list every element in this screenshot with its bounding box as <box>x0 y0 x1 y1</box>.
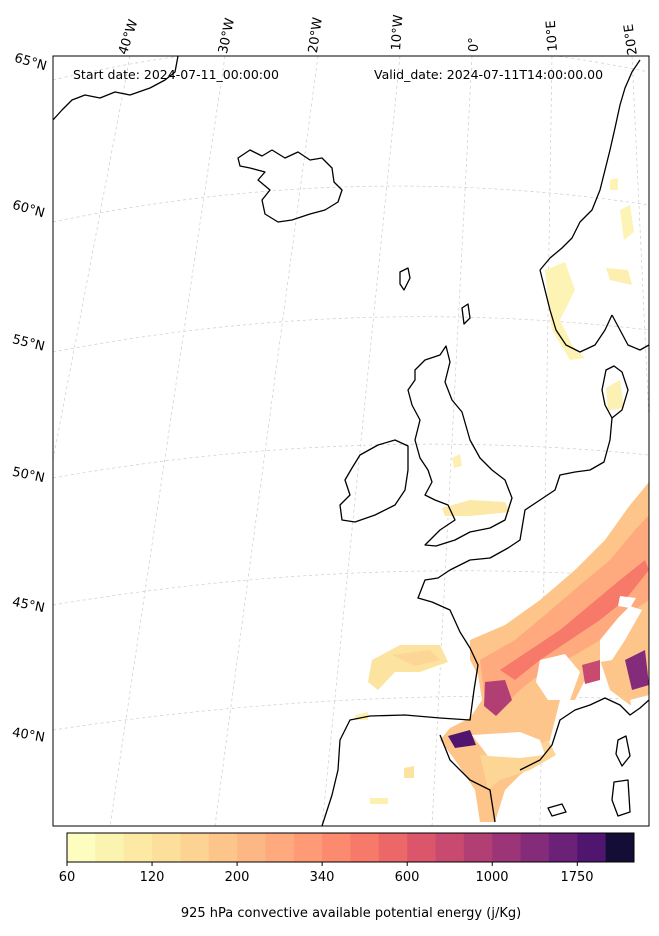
coast-shetland <box>461 303 471 325</box>
lon-label-0: 0° <box>467 37 482 52</box>
gridline-lon-20w <box>214 56 319 826</box>
colorbar-tick-120: 120 <box>139 870 165 885</box>
cape-field <box>355 178 649 822</box>
colorbar-tick-60: 60 <box>58 870 76 885</box>
colorbar-swatch <box>67 833 96 862</box>
colorbar-swatch <box>378 833 408 862</box>
colorbar-swatch <box>548 833 578 862</box>
colorbar-swatch <box>463 833 493 862</box>
coast-iberia-south <box>439 734 496 823</box>
cape-patch-biscay <box>368 645 448 690</box>
gridline-lat-65 <box>53 56 649 81</box>
colorbar-swatch <box>123 833 153 862</box>
colorbar-title: 925 hPa convective available potential e… <box>180 906 522 921</box>
coast-norway <box>539 59 641 271</box>
colorbar-swatch <box>265 833 295 862</box>
coastlines <box>53 56 649 826</box>
cape-patch-sweden <box>620 205 634 240</box>
coast-greenland <box>53 56 179 121</box>
colorbar-frame <box>66 832 635 863</box>
colorbar-swatch <box>208 833 238 862</box>
coast-iceland <box>237 149 343 223</box>
coast-balearic <box>547 803 567 817</box>
colorbar-swatch <box>350 833 380 862</box>
valid-date-text: Valid_date: 2024-07-11T14:00:00.00 <box>374 67 604 82</box>
gridline-lat-50 <box>53 443 649 479</box>
gridline-lon-10e <box>539 56 553 826</box>
start-date-text: Start date: 2024-07-11_00:00:00 <box>73 67 279 82</box>
colorbar-swatch <box>322 833 351 862</box>
coast-great-britain <box>407 345 513 547</box>
gridline-lat-60 <box>53 185 649 223</box>
colorbar-swatch <box>237 833 266 862</box>
gridline-lon-20e <box>631 56 649 421</box>
colorbar-swatch <box>95 833 125 862</box>
colorbar-swatch <box>577 833 607 862</box>
cape-field-strong-3 <box>448 730 476 748</box>
cape-patch-azores <box>370 798 388 804</box>
colorbar-swatch <box>152 833 181 862</box>
coast-continent <box>321 417 613 826</box>
coast-denmark <box>601 365 629 419</box>
graticule <box>53 56 649 826</box>
gridline-lon-30w <box>109 56 226 826</box>
coast-sardinia <box>611 779 631 817</box>
gridline-lat-45 <box>53 570 649 606</box>
gridline-lon-40w <box>53 56 131 461</box>
lon-label-10w: 10°W <box>389 14 407 52</box>
colorbar-tick-1750: 1750 <box>560 870 594 885</box>
colorbar-swatch <box>180 833 210 862</box>
colorbar-tick-200: 200 <box>224 870 250 885</box>
cape-field-strong-2 <box>625 650 649 690</box>
coast-norway-south <box>539 269 613 353</box>
colorbar-tick-1000: 1000 <box>475 870 509 885</box>
cape-gap-alps <box>600 606 642 662</box>
cape-field-upper <box>500 560 649 680</box>
cape-patch-portugal <box>404 766 414 778</box>
colorbar-swatch <box>520 833 550 862</box>
cape-gap-pyrenees <box>472 732 545 758</box>
colorbar-swatch <box>407 833 436 862</box>
gridline-lat-55 <box>53 316 649 353</box>
cape-gap-central <box>536 654 580 700</box>
coast-corsica <box>615 735 631 767</box>
cape-patch-denmark <box>606 380 624 410</box>
cape-patch-sweden-2 <box>606 268 632 285</box>
cape-patch-england-2 <box>452 454 462 468</box>
gridline-lon-10w <box>321 56 401 826</box>
coast-sweden <box>611 314 649 351</box>
cape-field-strong-1 <box>484 680 512 716</box>
lon-label-10e: 10°E <box>543 19 561 52</box>
colorbar-swatch <box>605 833 635 862</box>
coast-ireland <box>339 439 409 523</box>
colorbar-swatch <box>293 833 323 862</box>
cape-field-strong-4 <box>582 660 600 684</box>
cape-gap-north <box>618 596 636 608</box>
coast-faroe <box>399 267 411 291</box>
colorbar <box>66 832 635 866</box>
cape-patch-baltic <box>610 178 618 190</box>
cape-patch-biscay-inner <box>392 650 440 666</box>
colorbar-tick-600: 600 <box>394 870 420 885</box>
map-frame <box>52 55 650 827</box>
cape-patch-norway <box>545 262 585 360</box>
gridline-lon-0 <box>431 56 473 826</box>
coast-mediterranean <box>519 697 649 771</box>
colorbar-tick-340: 340 <box>309 870 335 885</box>
cape-patch-england <box>442 500 510 516</box>
colorbar-swatch <box>492 833 521 862</box>
colorbar-swatch <box>435 833 465 862</box>
